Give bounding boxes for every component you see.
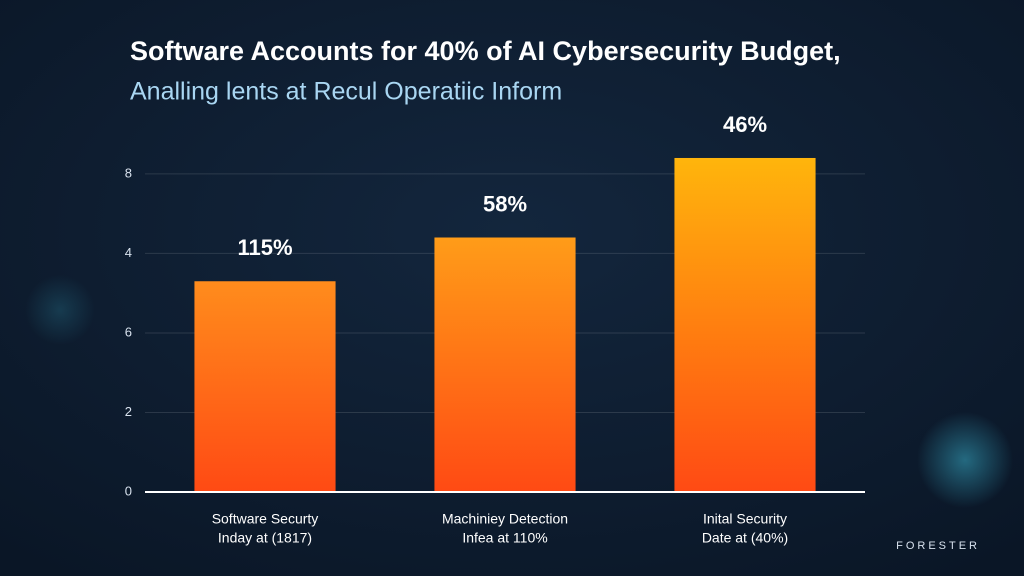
y-tick-label: 8: [125, 165, 132, 180]
y-tick-label: 0: [125, 483, 132, 498]
glow: [917, 412, 1013, 508]
bar: [674, 157, 816, 492]
x-tick-label: Software Securty: [212, 511, 319, 527]
y-tick-label: 2: [125, 404, 132, 419]
bar: [194, 281, 336, 492]
glow: [25, 275, 95, 345]
y-tick-label: 6: [125, 324, 132, 339]
bar: [434, 237, 576, 492]
x-tick-label: Inday at (1817): [218, 530, 312, 546]
chart-subtitle: Analling lents at Recul Operatiic Inform: [130, 78, 562, 106]
bar-annotation: 115%: [237, 235, 292, 260]
y-tick-label: 4: [125, 245, 132, 260]
watermark: FORESTER: [896, 540, 980, 552]
x-tick-label: Date at (40%): [702, 530, 788, 546]
bar-annotation: 58%: [483, 191, 527, 216]
chart-title: Software Accounts for 40% of AI Cybersec…: [130, 36, 841, 66]
x-tick-label: Infea at 110%: [462, 530, 547, 546]
x-tick-label: Machiniey Detection: [442, 511, 568, 527]
bar-annotation: 46%: [723, 112, 767, 137]
x-tick-label: Inital Security: [703, 511, 787, 527]
